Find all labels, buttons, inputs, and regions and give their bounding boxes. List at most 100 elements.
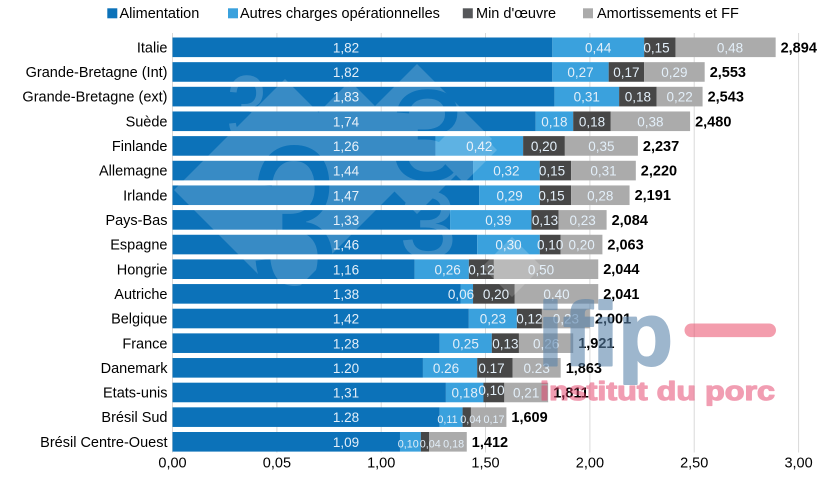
svg-text:1,00: 1,00 (367, 455, 395, 471)
svg-text:0.17: 0.17 (478, 361, 504, 376)
svg-text:1,38: 1,38 (333, 287, 359, 302)
svg-text:Autriche: Autriche (114, 287, 167, 303)
svg-text:0,04: 0,04 (460, 414, 481, 426)
svg-text:0,23: 0,23 (569, 213, 595, 228)
svg-text:0,18: 0,18 (625, 90, 651, 105)
svg-text:0,10: 0,10 (398, 439, 419, 451)
svg-text:0,15: 0,15 (539, 164, 565, 179)
svg-text:1,31: 1,31 (333, 386, 359, 401)
svg-text:0,22: 0,22 (666, 90, 692, 105)
svg-text:0.23: 0.23 (524, 361, 550, 376)
svg-text:2,894: 2,894 (781, 40, 817, 56)
svg-text:1,42: 1,42 (333, 312, 359, 327)
svg-text:0,31: 0,31 (590, 164, 616, 179)
svg-text:2,00: 2,00 (576, 455, 604, 471)
svg-text:Grande-Bretagne (Int): Grande-Bretagne (Int) (26, 65, 168, 81)
svg-text:Italie: Italie (137, 40, 168, 56)
svg-text:0,17: 0,17 (613, 65, 639, 80)
svg-text:1,09: 1,09 (333, 435, 359, 450)
svg-text:0,10: 0,10 (478, 383, 504, 398)
svg-text:0,27: 0,27 (567, 65, 593, 80)
svg-text:1.28: 1.28 (333, 410, 359, 425)
svg-text:0,50: 0,50 (528, 262, 554, 277)
svg-text:Brésil Centre-Ouest: Brésil Centre-Ouest (40, 435, 167, 451)
svg-text:0,15: 0,15 (643, 40, 669, 55)
svg-text:1,609: 1,609 (511, 410, 547, 426)
svg-text:3,00: 3,00 (784, 455, 812, 471)
svg-text:2,50: 2,50 (680, 455, 708, 471)
svg-text:0,28: 0,28 (587, 188, 613, 203)
svg-text:0,13: 0,13 (492, 336, 518, 351)
svg-text:2,553: 2,553 (710, 65, 746, 81)
svg-text:0,00: 0,00 (158, 455, 186, 471)
svg-text:3: 3 (399, 172, 457, 278)
svg-text:Etats-unis: Etats-unis (103, 386, 167, 402)
svg-text:Belgique: Belgique (111, 312, 167, 328)
svg-text:0,18: 0,18 (579, 114, 605, 129)
svg-text:Finlande: Finlande (112, 139, 168, 155)
svg-text:0,05: 0,05 (263, 455, 291, 471)
svg-text:0,35: 0,35 (588, 139, 614, 154)
svg-text:0,29: 0,29 (496, 188, 522, 203)
svg-text:0,18: 0,18 (452, 386, 478, 401)
svg-text:0,18: 0,18 (443, 439, 464, 451)
svg-text:1,74: 1,74 (333, 114, 360, 129)
svg-text:2,191: 2,191 (635, 188, 671, 204)
svg-text:2,480: 2,480 (695, 114, 731, 130)
svg-text:0,39: 0,39 (485, 213, 511, 228)
svg-text:0,17: 0,17 (483, 414, 504, 426)
svg-text:Danemark: Danemark (101, 361, 169, 377)
svg-text:1,16: 1,16 (333, 262, 359, 277)
svg-text:0,20: 0,20 (568, 238, 594, 253)
svg-text:1,82: 1,82 (333, 40, 359, 55)
svg-text:Grande-Bretagne (ext): Grande-Bretagne (ext) (22, 90, 167, 106)
svg-text:1.20: 1.20 (333, 361, 359, 376)
svg-text:Allemagne: Allemagne (99, 164, 168, 180)
svg-text:0,20: 0,20 (531, 139, 557, 154)
svg-text:0,44: 0,44 (585, 40, 612, 55)
svg-text:1,47: 1,47 (333, 188, 359, 203)
svg-text:2,543: 2,543 (708, 90, 744, 106)
svg-text:1,82: 1,82 (333, 65, 359, 80)
svg-text:Suède: Suède (126, 114, 168, 130)
svg-text:0,29: 0,29 (661, 65, 687, 80)
svg-text:1,44: 1,44 (333, 164, 360, 179)
svg-text:1,26: 1,26 (333, 139, 359, 154)
svg-text:0,18: 0,18 (541, 114, 567, 129)
svg-text:0,13: 0,13 (532, 213, 558, 228)
svg-text:2,237: 2,237 (643, 139, 679, 155)
svg-text:1,50: 1,50 (471, 455, 499, 471)
svg-text:0,48: 0,48 (717, 40, 743, 55)
svg-text:2,041: 2,041 (603, 287, 639, 303)
svg-text:Autres charges opérationnelles: Autres charges opérationnelles (240, 6, 440, 22)
svg-text:Hongrie: Hongrie (117, 262, 168, 278)
svg-text:1,83: 1,83 (333, 90, 359, 105)
svg-text:0,32: 0,32 (493, 164, 519, 179)
svg-text:0,21: 0,21 (513, 386, 539, 401)
svg-text:2,044: 2,044 (603, 262, 639, 278)
svg-text:institut du porc: institut du porc (540, 378, 775, 406)
svg-text:0,12: 0,12 (468, 262, 494, 277)
svg-text:0,26: 0,26 (434, 262, 460, 277)
svg-text:France: France (122, 336, 167, 352)
svg-text:Alimentation: Alimentation (120, 6, 200, 22)
svg-text:Irlande: Irlande (123, 188, 167, 204)
svg-text:0.26: 0.26 (433, 361, 459, 376)
svg-text:0,42: 0,42 (466, 139, 492, 154)
svg-text:0,12: 0,12 (516, 312, 542, 327)
svg-text:0,30: 0,30 (495, 238, 521, 253)
svg-text:Espagne: Espagne (110, 238, 167, 254)
svg-text:3: 3 (226, 56, 267, 160)
svg-text:1,811: 1,811 (553, 386, 589, 402)
svg-text:1,28: 1,28 (333, 336, 359, 351)
svg-text:0,23: 0,23 (553, 312, 579, 327)
svg-text:Brésil Sud: Brésil Sud (101, 410, 167, 426)
svg-text:0,20: 0,20 (483, 287, 509, 302)
svg-text:2,220: 2,220 (641, 164, 677, 180)
svg-text:Min d'œuvre: Min d'œuvre (476, 6, 556, 22)
svg-text:2,084: 2,084 (612, 213, 648, 229)
svg-text:0,23: 0,23 (480, 312, 506, 327)
svg-text:2,001: 2,001 (595, 312, 631, 328)
svg-text:0,38: 0,38 (637, 114, 663, 129)
svg-text:1,921: 1,921 (578, 336, 614, 352)
